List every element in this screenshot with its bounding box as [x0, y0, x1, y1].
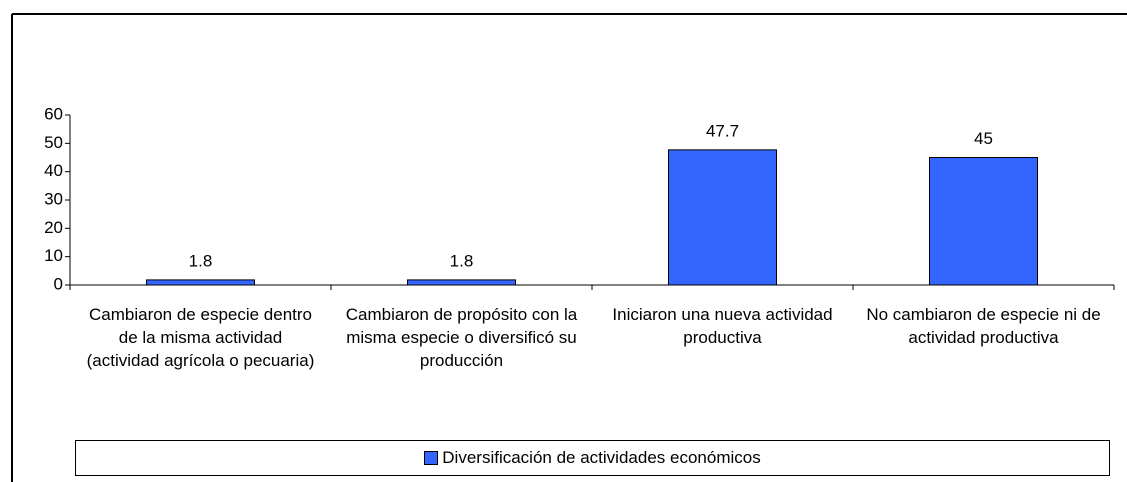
y-tick-label: 50 — [44, 133, 63, 152]
y-tick-label: 20 — [44, 218, 63, 237]
y-tick-label: 10 — [44, 246, 63, 265]
x-tick-label: Cambiaron de especie dentro de la misma … — [86, 305, 315, 370]
y-tick-label: 0 — [54, 274, 63, 293]
legend-swatch — [424, 451, 439, 465]
value-label: 45 — [974, 129, 993, 148]
y-tick-label: 40 — [44, 161, 63, 180]
value-label: 47.7 — [706, 121, 739, 140]
bar — [929, 157, 1038, 286]
legend-label: Diversificación de actividades económico… — [442, 448, 761, 467]
y-tick-label: 30 — [44, 189, 63, 208]
y-tick-label: 60 — [44, 104, 63, 123]
bar — [146, 279, 255, 286]
value-label: 1.8 — [450, 251, 474, 270]
x-tick-label: Iniciaron una nueva actividad productiva — [612, 305, 833, 347]
x-tick-label: No cambiaron de especie ni de actividad … — [866, 305, 1101, 347]
legend: Diversificación de actividades económico… — [75, 440, 1110, 476]
value-label: 1.8 — [189, 251, 213, 270]
bar — [407, 279, 516, 286]
bar — [668, 149, 777, 286]
x-tick-label: Cambiaron de propósito con la misma espe… — [345, 305, 578, 370]
